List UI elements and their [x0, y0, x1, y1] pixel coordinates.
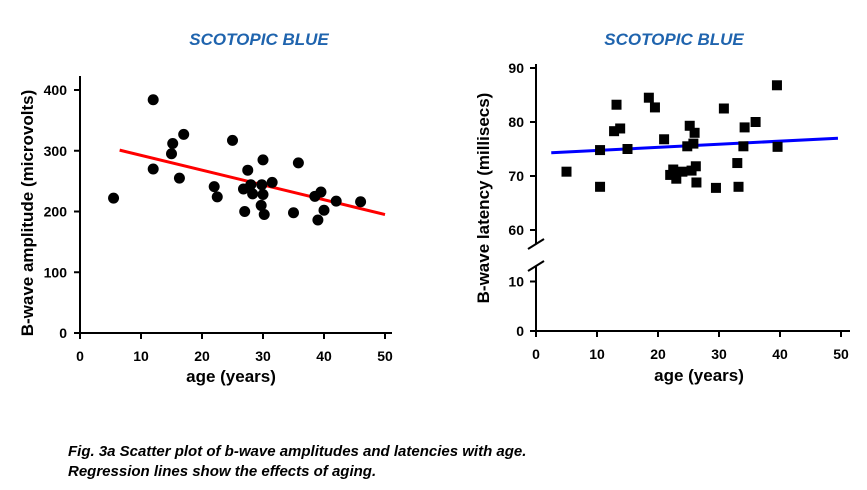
amplitude-points [108, 94, 367, 226]
latency-x-axis-label: age (years) [654, 366, 744, 385]
amplitude-data-point [257, 188, 269, 200]
latency-data-point [595, 181, 606, 192]
latency-chart-axes: 0 10 20 30 40 50 60 70 80 90 0 10 [508, 60, 850, 362]
latency-data-point [622, 144, 633, 154]
amplitude-x-tick-label: 10 [133, 348, 149, 364]
amplitude-data-point [178, 128, 190, 140]
latency-chart-title: SCOTOPIC BLUE [604, 30, 744, 49]
latency-data-point [684, 120, 695, 131]
latency-data-point [691, 177, 702, 188]
amplitude-data-point [247, 188, 259, 200]
latency-data-point [738, 141, 749, 152]
latency-axis-break-mark-upper [527, 238, 545, 250]
latency-data-point [772, 141, 783, 152]
latency-data-point [671, 173, 682, 184]
amplitude-chart-axes: 0 10 20 30 40 50 0 100 200 300 400 [44, 76, 393, 364]
amplitude-data-point [166, 148, 177, 160]
amplitude-data-point [330, 195, 342, 207]
latency-data-point [688, 138, 699, 149]
latency-data-point [643, 92, 654, 103]
latency-data-point [732, 158, 743, 169]
latency-chart: SCOTOPIC BLUE 0 10 20 30 40 50 60 70 80 90 0 10 age… [474, 30, 850, 385]
latency-y-tick-label: 70 [508, 168, 524, 184]
amplitude-x-axis-label: age (years) [186, 367, 276, 386]
latency-data-point [561, 166, 572, 177]
latency-y-tick-label: 0 [516, 323, 524, 339]
amplitude-y-tick-label: 200 [44, 204, 68, 220]
amplitude-data-point [167, 137, 179, 149]
amplitude-data-point [257, 154, 269, 166]
latency-data-point [718, 103, 729, 114]
amplitude-data-point [208, 181, 220, 193]
latency-y-tick-label: 80 [508, 114, 524, 130]
amplitude-y-tick-label: 400 [44, 82, 68, 98]
latency-y-axis-label: B-wave latency (millisecs) [474, 93, 493, 304]
amplitude-data-point [211, 191, 223, 203]
latency-points [561, 80, 783, 193]
latency-y-tick-label: 90 [508, 60, 524, 76]
amplitude-data-point [266, 176, 278, 188]
latency-data-point [668, 164, 679, 175]
latency-data-point [595, 145, 606, 156]
amplitude-data-point [147, 94, 159, 106]
amplitude-data-point [245, 179, 257, 191]
amplitude-data-point [147, 163, 159, 175]
latency-data-point [665, 169, 676, 180]
amplitude-data-point [312, 214, 324, 226]
latency-data-point [750, 117, 761, 127]
figure-caption-line-2: Regression lines show the effects of agi… [68, 463, 377, 480]
amplitude-data-point [239, 206, 251, 217]
latency-data-point [739, 122, 750, 133]
latency-data-point [771, 80, 782, 91]
amplitude-data-point [108, 192, 120, 204]
latency-x-tick-label: 10 [589, 346, 605, 362]
amplitude-data-point [173, 172, 185, 184]
latency-data-point [677, 166, 688, 177]
amplitude-data-point [256, 179, 268, 191]
amplitude-data-point [227, 134, 238, 146]
latency-x-tick-label: 40 [772, 346, 788, 362]
latency-data-point [609, 126, 620, 137]
latency-data-point [611, 99, 622, 110]
latency-x-tick-label: 30 [711, 346, 727, 362]
amplitude-data-point [292, 157, 304, 169]
amplitude-chart-title: SCOTOPIC BLUE [189, 30, 329, 49]
amplitude-y-axis-label: B-wave amplitude (microvolts) [18, 90, 37, 337]
latency-data-point [689, 127, 700, 138]
amplitude-data-point [242, 164, 254, 176]
amplitude-y-tick-label: 100 [44, 264, 68, 280]
latency-x-tick-label: 50 [833, 346, 849, 362]
amplitude-y-tick-label: 0 [59, 325, 67, 341]
amplitude-data-point [318, 204, 330, 216]
amplitude-data-point [288, 207, 299, 219]
figure-caption-line-1: Fig. 3a Scatter plot of b-wave amplitude… [68, 443, 527, 460]
amplitude-x-tick-label: 30 [255, 348, 271, 364]
amplitude-x-tick-label: 0 [76, 348, 84, 364]
latency-data-point [690, 161, 701, 172]
latency-y-tick-label: 60 [508, 222, 524, 238]
latency-y-tick-label: 10 [508, 274, 524, 290]
amplitude-chart: SCOTOPIC BLUE 0 10 20 30 40 50 0 100 200 300 400 a… [18, 30, 393, 386]
amplitude-y-tick-label: 300 [44, 143, 68, 159]
amplitude-data-point [255, 199, 267, 211]
amplitude-data-point [315, 186, 327, 198]
latency-data-point [615, 123, 626, 134]
latency-x-tick-label: 20 [650, 346, 666, 362]
latency-data-point [682, 141, 693, 152]
latency-data-point [710, 182, 721, 193]
amplitude-x-tick-label: 20 [194, 348, 210, 364]
latency-data-point [733, 181, 744, 192]
latency-axis-break-mark-lower [527, 260, 545, 272]
amplitude-x-tick-label: 40 [316, 348, 332, 364]
amplitude-x-tick-label: 50 [377, 348, 393, 364]
amplitude-data-point [355, 196, 367, 208]
latency-data-point [659, 134, 670, 145]
latency-x-tick-label: 0 [532, 346, 540, 362]
amplitude-data-point [258, 209, 270, 221]
latency-data-point [649, 102, 660, 113]
